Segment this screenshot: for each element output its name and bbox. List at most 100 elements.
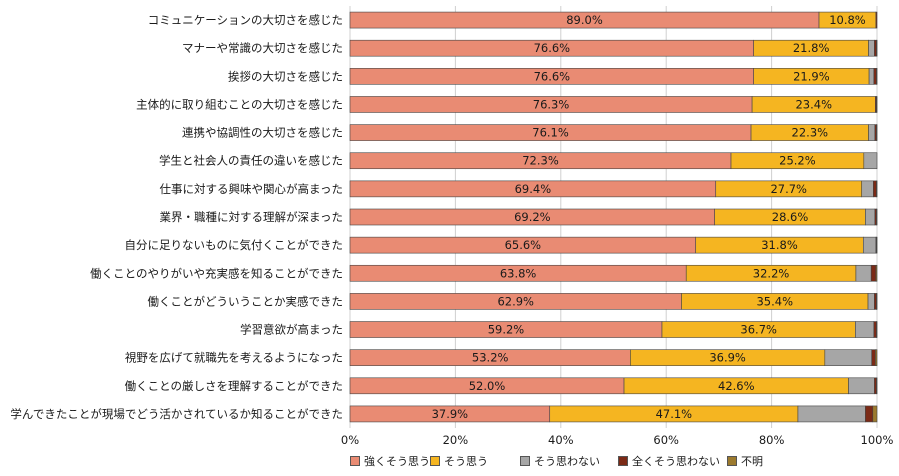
bar-segment <box>876 377 878 395</box>
x-tick-label: 20% <box>443 433 469 447</box>
category-label: マナーや常識の大切さを感じた <box>182 41 343 55</box>
legend-label: そう思わない <box>534 455 600 468</box>
category-label: 主体的に取り組むことの大切さを感じた <box>136 97 343 111</box>
data-label: 36.9% <box>709 351 746 365</box>
data-label: 76.3% <box>533 97 570 111</box>
bar-segment <box>867 293 875 310</box>
bar-segment <box>873 321 877 338</box>
legend-item: そう思う <box>430 453 488 469</box>
bar-segment <box>876 68 878 85</box>
bar-segment <box>876 321 878 338</box>
data-label: 76.6% <box>534 41 571 55</box>
data-label: 89.0% <box>566 13 603 27</box>
data-label: 23.4% <box>795 97 832 111</box>
bar-segment <box>868 68 875 85</box>
data-label: 10.8% <box>829 13 866 27</box>
data-label: 21.8% <box>793 41 830 55</box>
category-label: 視野を広げて就職先を考えるようになった <box>125 351 343 365</box>
data-label: 42.6% <box>718 379 755 393</box>
x-tick-label: 40% <box>548 433 574 447</box>
bar-segment <box>876 236 878 254</box>
bar-segment <box>874 293 877 310</box>
bar-segment <box>861 180 874 198</box>
bar-segment <box>875 11 878 29</box>
bar-segment <box>868 39 875 57</box>
x-tick-labels: 0% 20% 40% 60% 80% 100% <box>341 433 894 447</box>
data-label: 62.9% <box>497 294 534 308</box>
x-tick-label: 80% <box>759 433 785 447</box>
legend-swatch <box>618 456 628 466</box>
bar-segment <box>874 377 877 395</box>
bar-segment <box>872 405 878 423</box>
legend-label: 不明 <box>741 455 763 468</box>
category-label: 働くことの厳しさを理解することができた <box>125 379 343 393</box>
legend-label: 強くそう思う <box>364 455 430 468</box>
data-label: 47.1% <box>656 407 693 421</box>
bars: 89.0% 10.8% 76.6% 21.8% 76.6% 21.9% 76.3% 23.4%… <box>349 11 878 423</box>
data-label: 65.6% <box>505 238 542 252</box>
bar-segment <box>876 180 878 198</box>
bar-segment <box>797 405 866 423</box>
data-label: 76.1% <box>532 126 569 140</box>
x-tick-label: 100% <box>861 433 894 447</box>
data-label: 32.2% <box>753 266 790 280</box>
data-label: 37.9% <box>432 407 469 421</box>
bar-segment <box>876 208 878 226</box>
category-label: 学生と社会人の責任の違いを感じた <box>159 154 343 168</box>
bar-segment <box>876 124 878 141</box>
legend-item: 不明 <box>727 453 763 469</box>
bar-segment <box>873 180 877 198</box>
category-label: コミュニケーションの大切さを感じた <box>148 13 343 27</box>
category-label: 働くことがどういうことか実感できた <box>148 294 344 308</box>
category-label: 働くことのやりがいや充実感を知ることができた <box>90 266 343 280</box>
bar-segment <box>824 349 873 366</box>
data-label: 69.2% <box>514 210 551 224</box>
category-label: 自分に足りないものに気付くことができた <box>125 238 344 252</box>
data-label: 52.0% <box>469 379 506 393</box>
legend-swatch <box>350 456 360 466</box>
legend: 強くそう思う そう思う そう思わない 全くそう思わない 不明 <box>0 453 899 471</box>
bar-segment <box>875 349 878 366</box>
legend-swatch <box>430 456 440 466</box>
bar-segment <box>870 264 877 282</box>
data-label: 31.8% <box>761 238 798 252</box>
category-label: 学んできたことが現場でどう活かされているか知ることができた <box>10 407 343 421</box>
data-label: 28.6% <box>772 210 809 224</box>
category-label: 仕事に対する興味や関心が高まった <box>159 182 343 196</box>
bar-segment <box>855 264 872 282</box>
bar-segment <box>868 124 876 141</box>
data-label: 63.8% <box>500 266 537 280</box>
data-label: 69.4% <box>515 182 552 196</box>
legend-item: 全くそう思わない <box>618 453 720 469</box>
x-tick-label: 60% <box>653 433 679 447</box>
bar-segment <box>863 152 878 170</box>
legend-item: 強くそう思う <box>350 453 430 469</box>
data-label: 25.2% <box>779 154 816 168</box>
category-labels: コミュニケーションの大切さを感じたマナーや常識の大切さを感じた挨拶の大切さを感じ… <box>10 13 343 421</box>
bar-segment <box>871 349 876 366</box>
bar-segment <box>875 264 878 282</box>
data-label: 35.4% <box>756 294 793 308</box>
bar-segment <box>862 236 877 254</box>
data-label: 22.3% <box>792 126 829 140</box>
bar-segment <box>865 405 874 423</box>
data-label: 59.2% <box>488 323 525 337</box>
legend-swatch <box>727 456 737 466</box>
bar-segment <box>865 208 876 226</box>
data-label: 21.9% <box>793 69 830 83</box>
bar-segment <box>876 39 878 57</box>
x-tick-label: 0% <box>341 433 359 447</box>
bar-segment <box>848 377 875 395</box>
data-label: 53.2% <box>472 351 509 365</box>
bar-segment <box>876 293 878 310</box>
bar-segment <box>876 96 878 113</box>
legend-label: 全くそう思わない <box>632 455 720 468</box>
bar-segment <box>874 39 877 57</box>
bar-segment <box>873 68 877 85</box>
data-label: 27.7% <box>770 182 807 196</box>
legend-label: そう思う <box>444 455 488 468</box>
category-label: 連携や協調性の大切さを感じた <box>182 126 343 140</box>
bar-segment <box>855 321 875 338</box>
category-label: 挨拶の大切さを感じた <box>228 69 343 83</box>
